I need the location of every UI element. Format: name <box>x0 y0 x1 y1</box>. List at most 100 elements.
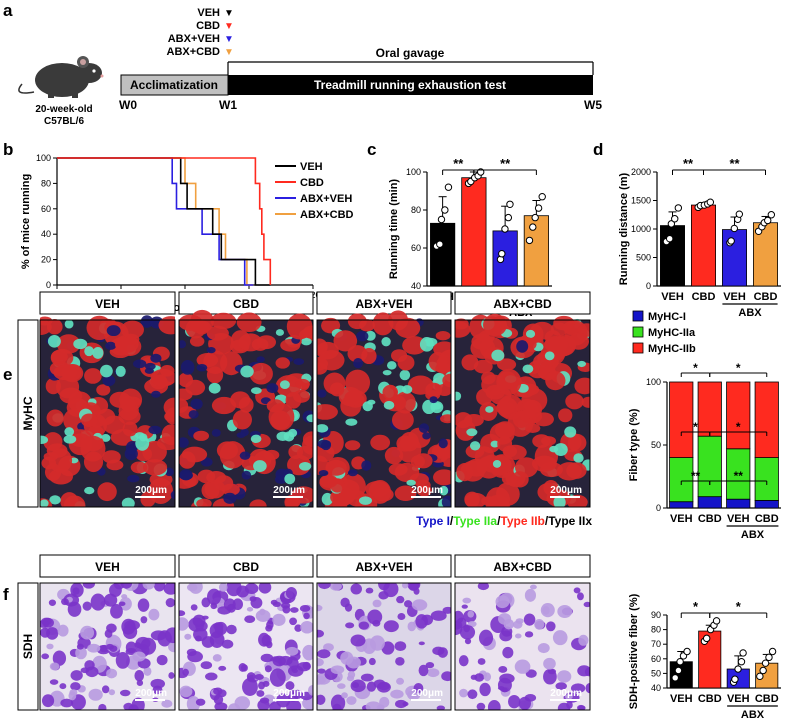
stained-fiber <box>479 682 491 697</box>
muscle-fiber <box>492 459 502 468</box>
legend-veh-marker: ▼ <box>224 8 234 19</box>
muscle-fiber <box>211 396 237 415</box>
significance-label: * <box>736 420 741 434</box>
y-axis-label: Running distance (m) <box>618 172 630 285</box>
legend-abx-veh-marker: ▼ <box>224 34 234 45</box>
stained-fiber <box>87 643 101 653</box>
stained-fiber <box>441 671 451 682</box>
stained-fiber <box>101 685 110 694</box>
column-header: ABX+CBD <box>493 297 552 311</box>
data-point <box>538 193 546 201</box>
y-axis-label: % of mice running <box>20 174 32 269</box>
stained-fiber <box>179 610 186 617</box>
muscle-fiber <box>494 421 515 439</box>
muscle-fiber <box>402 336 427 355</box>
stained-fiber <box>346 696 357 705</box>
stained-fiber <box>148 608 160 621</box>
muscle-fiber <box>544 351 555 361</box>
muscle-fiber <box>179 470 193 481</box>
muscle-fiber <box>64 319 74 329</box>
stacked-bar-segment <box>754 457 779 501</box>
stained-fiber <box>285 587 297 600</box>
muscle-fiber <box>461 354 479 371</box>
scale-bar-label: 200μm <box>135 485 167 496</box>
muscle-fiber <box>413 453 433 469</box>
muscle-fiber <box>151 390 161 398</box>
acclimatization-label: Acclimatization <box>130 78 218 92</box>
stained-fiber <box>514 659 531 674</box>
scale-bar-label: 200μm <box>411 688 443 699</box>
micrograph-image <box>179 583 313 710</box>
muscle-fiber <box>97 408 116 425</box>
stained-fiber <box>213 694 224 705</box>
muscle-fiber <box>284 473 296 485</box>
muscle-fiber <box>46 443 68 458</box>
muscle-fiber <box>64 427 75 437</box>
stained-fiber <box>360 673 374 682</box>
y-tick-label: 40 <box>651 683 661 693</box>
muscle-fiber <box>567 433 587 452</box>
stained-fiber <box>290 607 299 613</box>
muscle-fiber <box>395 317 421 339</box>
stained-fiber <box>467 689 478 700</box>
stained-fiber <box>578 634 589 646</box>
muscle-fiber <box>503 444 527 460</box>
data-point <box>444 183 453 191</box>
muscle-fiber <box>556 462 582 481</box>
stained-fiber <box>537 642 550 654</box>
muscle-fiber <box>353 357 364 369</box>
legend-label: ABX+CBD <box>300 209 354 221</box>
muscle-fiber <box>321 492 333 506</box>
muscle-fiber <box>455 412 473 429</box>
muscle-fiber <box>279 380 290 390</box>
stained-fiber <box>413 683 424 694</box>
stained-fiber <box>259 608 266 616</box>
bar <box>430 222 456 287</box>
data-point <box>674 204 683 212</box>
muscle-fiber <box>286 313 313 340</box>
muscle-fiber <box>219 441 246 469</box>
stained-fiber <box>344 603 353 612</box>
stained-fiber <box>118 601 126 607</box>
data-point <box>671 674 679 682</box>
column-header-box <box>454 291 591 315</box>
muscle-fiber <box>121 497 135 507</box>
muscle-fiber <box>63 434 77 444</box>
muscle-fiber <box>539 361 556 373</box>
muscle-fiber <box>386 361 397 370</box>
muscle-fiber <box>179 340 187 349</box>
stained-fiber <box>418 664 429 677</box>
stained-fiber <box>557 604 573 618</box>
stained-fiber <box>358 621 370 630</box>
stain-legend-item: / <box>450 514 454 528</box>
stain-legend-item: / <box>497 514 501 528</box>
stained-fiber <box>115 651 130 669</box>
muscle-fiber <box>164 411 175 422</box>
y-tick-label: 50 <box>651 440 661 450</box>
muscle-fiber <box>364 480 390 498</box>
stained-fiber <box>70 682 81 691</box>
muscle-fiber <box>179 398 189 414</box>
stained-fiber <box>213 622 224 631</box>
column-header-box <box>316 554 452 578</box>
legend-label: CBD <box>300 177 324 189</box>
column-header: CBD <box>233 297 259 311</box>
stained-fiber <box>132 651 146 662</box>
legend-abx-cbd-label: ABX+CBD <box>167 46 221 58</box>
stained-fiber <box>442 606 451 614</box>
muscle-fiber <box>490 440 500 448</box>
stained-fiber <box>383 620 399 633</box>
week1-label: W1 <box>219 98 237 112</box>
stacked-bar-segment <box>754 500 779 509</box>
stained-fiber <box>40 627 51 638</box>
stained-fiber <box>244 615 256 624</box>
muscle-fiber <box>466 428 478 437</box>
stained-fiber <box>104 629 113 638</box>
data-point <box>712 617 721 625</box>
stained-fiber <box>552 630 568 646</box>
stained-fiber <box>499 630 513 642</box>
panel-a: a VEH ▼ CBD ▼ ABX+VEH ▼ ABX+CBD ▼ 20-wee… <box>3 1 602 127</box>
stained-fiber <box>524 588 537 602</box>
